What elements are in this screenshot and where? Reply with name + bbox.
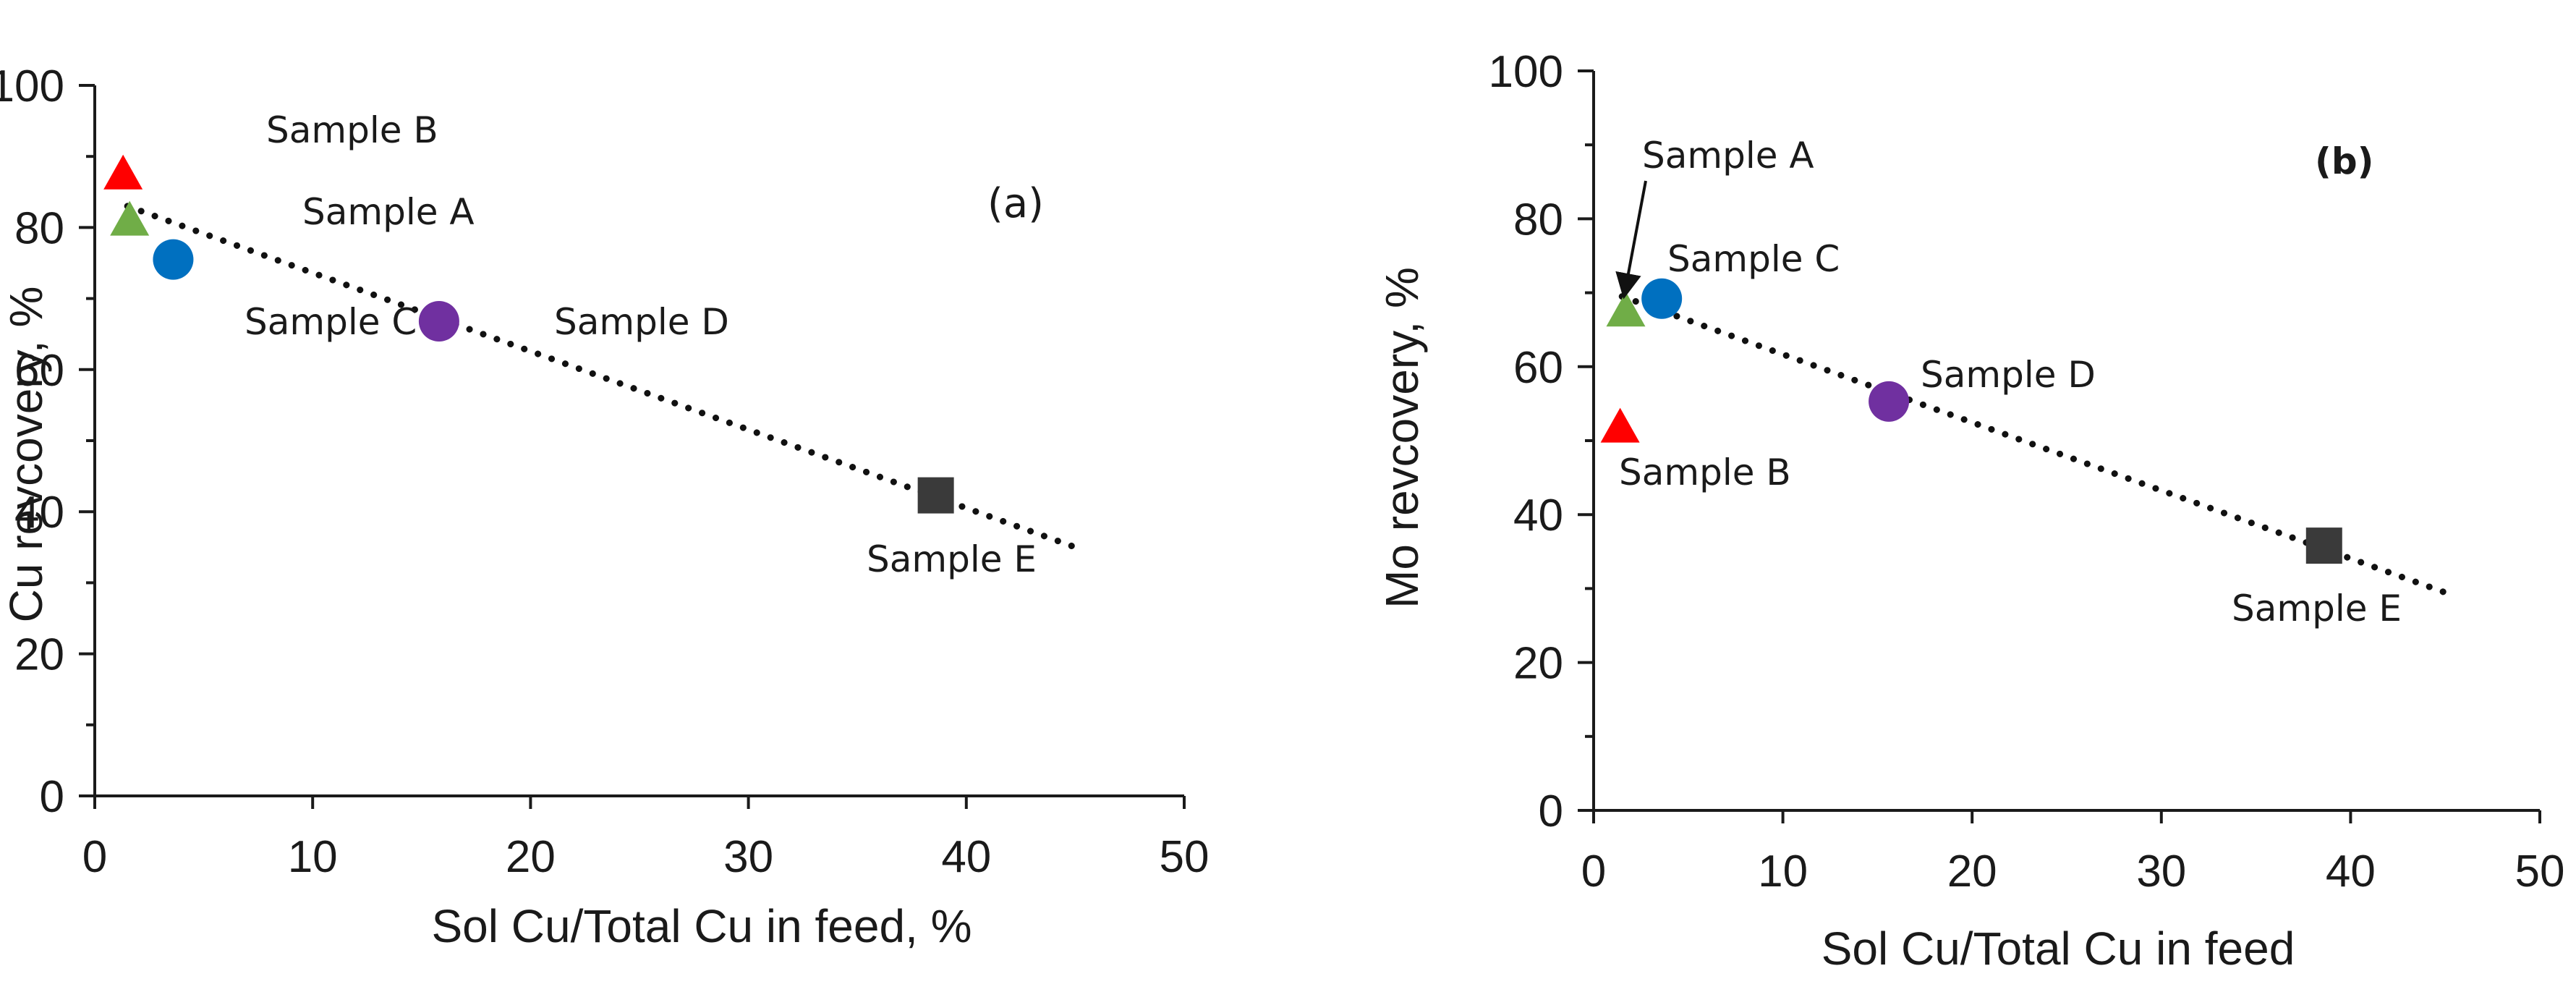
point-sample-b (103, 154, 143, 190)
y-axis-title: Mo revcovery, % (1376, 267, 1428, 609)
point-sample-c (1641, 278, 1683, 319)
y-tick-label: 100 (1489, 47, 1563, 97)
point-sample-c (153, 239, 194, 280)
x-tick-label: 20 (1947, 847, 1997, 896)
x-tick-label: 30 (2136, 847, 2186, 896)
point-sample-a (1606, 292, 1646, 327)
label-sample-e: Sample E (2232, 588, 2402, 629)
x-tick-label: 0 (1581, 847, 1606, 896)
x-tick-label: 40 (2326, 847, 2376, 896)
label-sample-d: Sample D (554, 301, 729, 343)
x-tick-label: 50 (1160, 832, 1210, 882)
y-tick-label: 60 (14, 346, 64, 396)
y-tick-label: 60 (1513, 343, 1563, 393)
y-tick-label: 20 (14, 630, 64, 680)
point-sample-d (418, 301, 459, 342)
label-sample-a: Sample A (302, 191, 475, 233)
y-tick-label: 40 (14, 488, 64, 538)
x-tick-label: 10 (1758, 847, 1808, 896)
y-tick-label: 0 (40, 772, 64, 822)
y-tick-label: 100 (0, 62, 64, 111)
point-sample-a (110, 200, 150, 236)
point-sample-d (1869, 381, 1910, 422)
y-tick-label: 80 (14, 203, 64, 253)
x-tick-label: 50 (2515, 847, 2565, 896)
x-tick-label: 10 (288, 832, 338, 882)
x-tick-label: 40 (941, 832, 991, 882)
label-sample-a: Sample A (1642, 135, 1814, 177)
label-sample-d: Sample D (1921, 354, 2096, 396)
x-tick-label: 30 (723, 832, 773, 882)
x-axis-title: Sol Cu/Total Cu in feed, % (431, 900, 972, 952)
point-sample-e (2305, 527, 2342, 564)
y-axis-title: Cu revcovery, % (0, 287, 52, 623)
label-sample-b: Sample B (1619, 452, 1791, 493)
panel-b: Mo revcovery, % Sol Cu/Total Cu in feed … (1376, 47, 2564, 975)
sample-a-arrow (1615, 180, 1647, 300)
panel-tag: (b) (2315, 140, 2374, 182)
point-sample-e (917, 477, 954, 514)
trendline (1618, 293, 2458, 600)
panel-tag: (a) (987, 180, 1044, 227)
y-tick-label: 0 (1539, 787, 1563, 836)
panel-a: Cu revcovery, % Sol Cu/Total Cu in feed,… (0, 62, 1209, 952)
label-sample-b: Sample B (266, 109, 438, 151)
y-tick-label: 40 (1513, 491, 1563, 540)
label-sample-c: Sample C (1667, 238, 1840, 280)
x-tick-label: 20 (506, 832, 556, 882)
y-tick-label: 20 (1513, 639, 1563, 689)
label-sample-e: Sample E (867, 538, 1037, 580)
x-axis-title: Sol Cu/Total Cu in feed (1822, 923, 2295, 975)
point-sample-b (1600, 407, 1640, 443)
x-tick-label: 0 (82, 832, 107, 882)
y-tick-label: 80 (1513, 195, 1563, 245)
label-sample-c: Sample C (245, 301, 417, 343)
